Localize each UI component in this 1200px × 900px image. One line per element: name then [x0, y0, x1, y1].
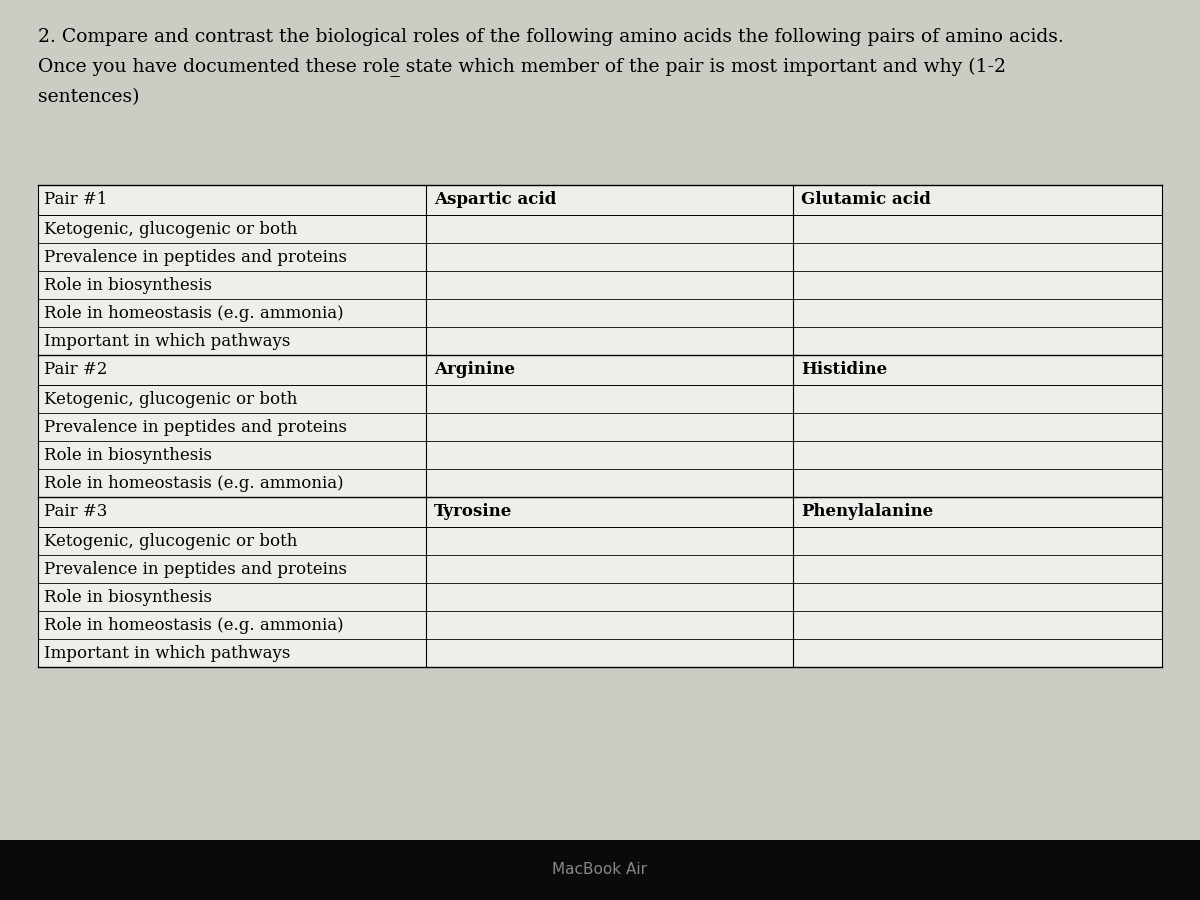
- Text: Prevalence in peptides and proteins: Prevalence in peptides and proteins: [44, 418, 347, 436]
- Text: MacBook Air: MacBook Air: [552, 862, 648, 878]
- Text: Aspartic acid: Aspartic acid: [433, 192, 556, 209]
- Text: Ketogenic, glucogenic or both: Ketogenic, glucogenic or both: [44, 533, 298, 550]
- Text: Histidine: Histidine: [802, 362, 888, 379]
- Text: sentences): sentences): [38, 88, 139, 106]
- Text: Role in biosynthesis: Role in biosynthesis: [44, 446, 212, 464]
- Text: Role in biosynthesis: Role in biosynthesis: [44, 276, 212, 293]
- Text: Important in which pathways: Important in which pathways: [44, 644, 290, 662]
- Text: Role in homeostasis (e.g. ammonia): Role in homeostasis (e.g. ammonia): [44, 474, 343, 491]
- Text: Tyrosine: Tyrosine: [433, 503, 512, 520]
- Text: Phenylalanine: Phenylalanine: [802, 503, 934, 520]
- Text: Prevalence in peptides and proteins: Prevalence in peptides and proteins: [44, 561, 347, 578]
- Text: Glutamic acid: Glutamic acid: [802, 192, 931, 209]
- Text: 2. Compare and contrast the biological roles of the following amino acids the fo: 2. Compare and contrast the biological r…: [38, 28, 1063, 46]
- Text: Pair #2: Pair #2: [44, 362, 107, 379]
- Bar: [0, 840, 1200, 900]
- Text: Role in homeostasis (e.g. ammonia): Role in homeostasis (e.g. ammonia): [44, 616, 343, 634]
- Text: Ketogenic, glucogenic or both: Ketogenic, glucogenic or both: [44, 391, 298, 408]
- Text: Role in homeostasis (e.g. ammonia): Role in homeostasis (e.g. ammonia): [44, 304, 343, 321]
- Text: Pair #3: Pair #3: [44, 503, 107, 520]
- Text: Pair #1: Pair #1: [44, 192, 107, 209]
- Text: Ketogenic, glucogenic or both: Ketogenic, glucogenic or both: [44, 220, 298, 238]
- Text: Role in biosynthesis: Role in biosynthesis: [44, 589, 212, 606]
- Text: Once you have documented these role̲ state which member of the pair is most impo: Once you have documented these role̲ sta…: [38, 58, 1006, 77]
- Bar: [38, 185, 1162, 667]
- Text: Prevalence in peptides and proteins: Prevalence in peptides and proteins: [44, 248, 347, 266]
- Text: Arginine: Arginine: [433, 362, 515, 379]
- Text: Important in which pathways: Important in which pathways: [44, 332, 290, 349]
